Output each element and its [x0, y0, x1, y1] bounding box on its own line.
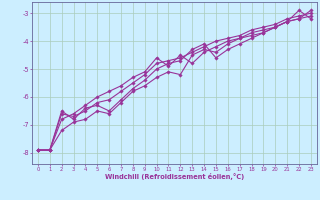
X-axis label: Windchill (Refroidissement éolien,°C): Windchill (Refroidissement éolien,°C)	[105, 173, 244, 180]
